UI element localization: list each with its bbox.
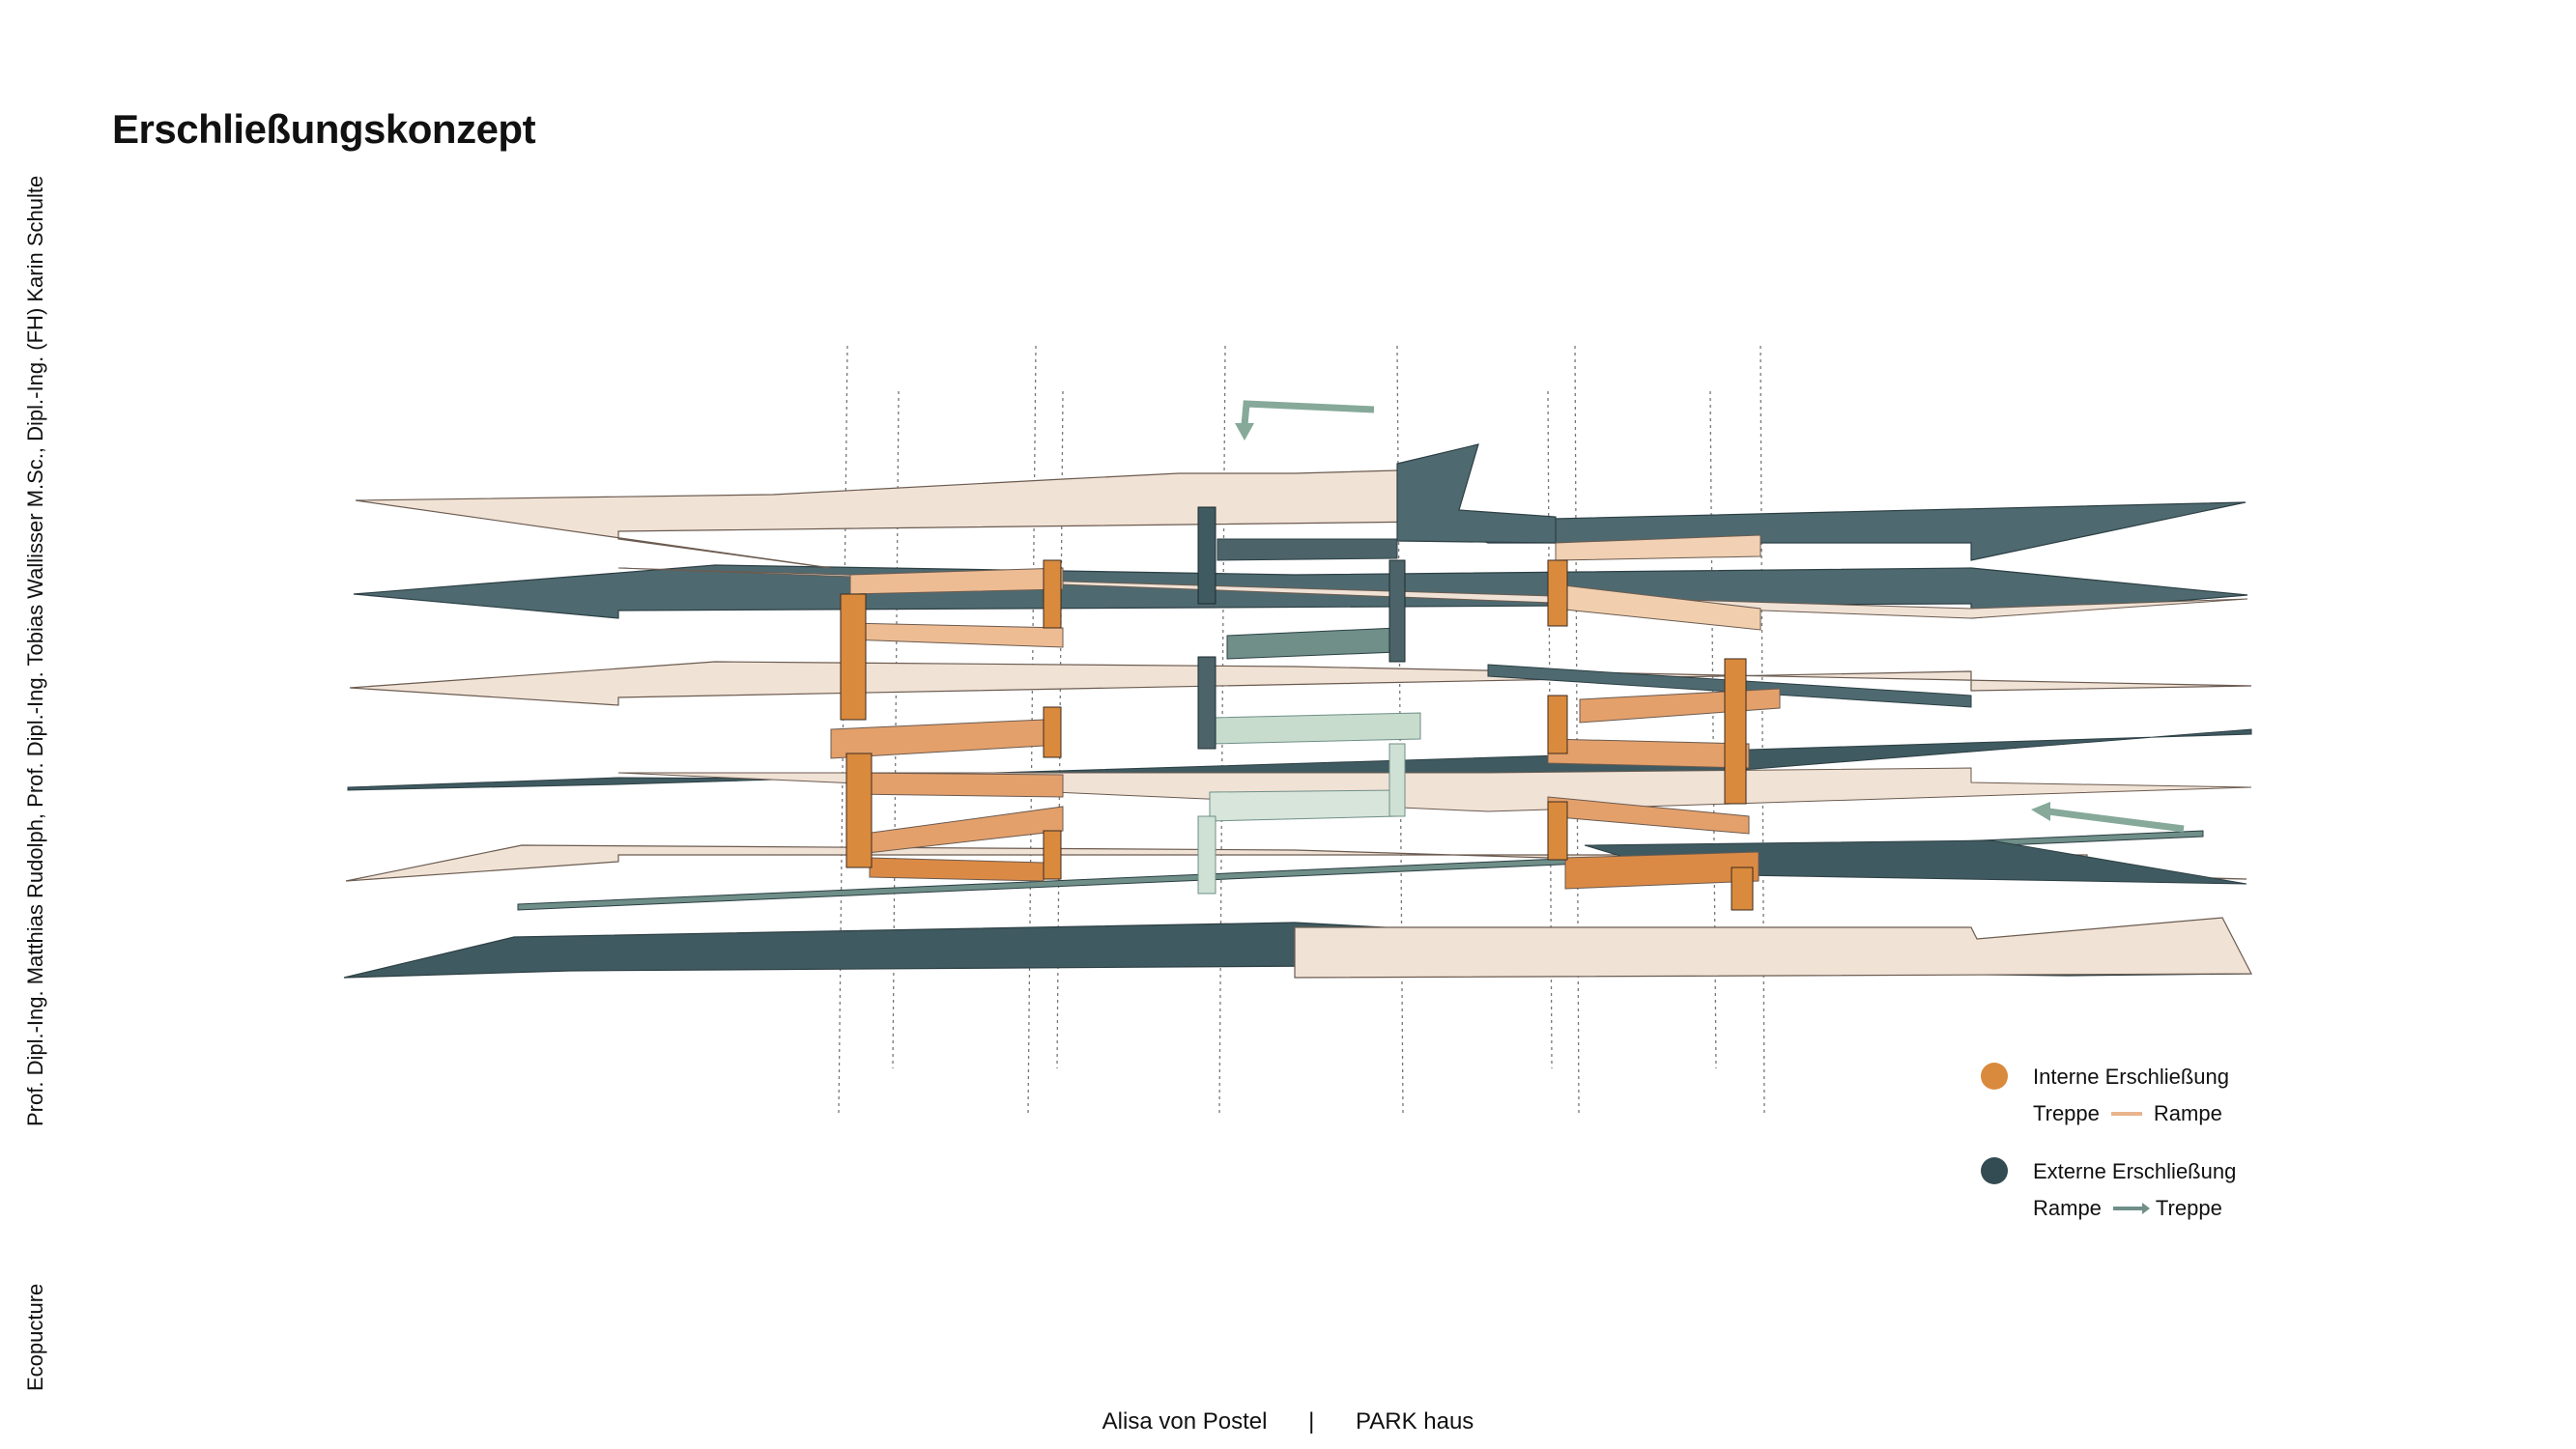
legend-internal: Interne Erschließung Treppe Rampe <box>1981 1063 2271 1157</box>
slab-level-5-dark-peak <box>1396 443 1557 544</box>
external-stair-1 <box>1197 506 1216 605</box>
external-stair-5 <box>1388 743 1406 817</box>
legend: Interne Erschließung Treppe Rampe Extern… <box>1981 1063 2271 1252</box>
external-ramp-mid <box>1209 712 1421 745</box>
external-ramp-mid-upper <box>1226 627 1398 660</box>
legend-internal-right-label: Rampe <box>2153 1101 2222 1125</box>
legend-internal-sub: Treppe Rampe <box>2033 1101 2222 1126</box>
column-line-9 <box>1709 390 1717 1069</box>
internal-ramp-left-6 <box>869 857 1045 882</box>
external-stair-4 <box>1388 559 1406 663</box>
footer-project: PARK haus <box>1356 1408 1474 1435</box>
internal-ramp-right-1 <box>1555 534 1761 561</box>
internal-stair-left-1 <box>840 593 867 721</box>
side-project-name: Ecopucture <box>23 1283 47 1391</box>
side-credits: Prof. Dipl.-Ing. Matthias Rudolph, Prof.… <box>23 175 47 1126</box>
column-line-10 <box>1760 345 1765 1114</box>
legend-internal-title: Interne Erschließung <box>2033 1065 2229 1089</box>
slab-level-0-light <box>1294 917 2252 979</box>
external-ramp-low <box>1209 789 1398 822</box>
external-stair-2 <box>1197 656 1216 750</box>
entry-arrow-right-head <box>2031 802 2050 821</box>
internal-ramp-right-6 <box>1564 851 1760 890</box>
legend-external-sub: Rampe Treppe <box>2033 1196 2222 1221</box>
internal-ramp-right-4 <box>1547 738 1750 769</box>
legend-internal-line-icon <box>2110 1112 2142 1116</box>
internal-stair-right-5 <box>1731 867 1754 911</box>
entry-arrow-right <box>2047 808 2185 833</box>
internal-stair-left-3 <box>1043 559 1062 629</box>
footer-separator: | <box>1308 1408 1315 1435</box>
external-ramp-top <box>1216 538 1398 561</box>
internal-stair-left-5 <box>1043 830 1062 880</box>
legend-internal-left-label: Treppe <box>2033 1101 2100 1125</box>
legend-internal-dot <box>1981 1063 2008 1090</box>
access-concept-diagram <box>343 345 2252 1114</box>
internal-ramp-right-3 <box>1579 688 1781 724</box>
entry-arrow-top <box>1241 400 1375 426</box>
legend-external: Externe Erschließung Rampe Treppe <box>1981 1157 2271 1252</box>
internal-ramp-left-2 <box>849 622 1064 648</box>
internal-ramp-left-4 <box>849 772 1064 798</box>
column-line-7 <box>1574 345 1580 1114</box>
legend-external-dot <box>1981 1157 2008 1184</box>
footer-author: Alisa von Postel <box>1102 1408 1268 1435</box>
internal-stair-left-4 <box>1043 706 1062 758</box>
slab-level-3-light <box>349 661 2252 706</box>
legend-external-right-label: Treppe <box>2155 1196 2222 1220</box>
internal-stair-right-4 <box>1724 658 1747 805</box>
internal-stair-left-2 <box>845 753 873 868</box>
footer: Alisa von Postel | PARK haus <box>0 1408 2576 1435</box>
legend-external-title: Externe Erschließung <box>2033 1159 2237 1183</box>
external-core <box>1197 506 1421 895</box>
internal-ramp-left-3 <box>830 719 1045 759</box>
internal-stair-right-3 <box>1547 801 1568 861</box>
internal-ramp-left-1 <box>849 567 1064 595</box>
internal-stairs <box>840 559 1754 911</box>
entry-arrow-top-head <box>1235 423 1254 440</box>
entry-arrows <box>1235 400 2185 833</box>
legend-external-left-label: Rampe <box>2033 1196 2102 1220</box>
legend-external-arrow-icon <box>2112 1203 2150 1214</box>
internal-ramps-right <box>1547 534 1781 890</box>
page-title: Erschließungskonzept <box>112 106 536 152</box>
internal-stair-right-2 <box>1547 695 1568 754</box>
internal-stair-right-1 <box>1547 559 1568 627</box>
internal-ramps-left <box>830 567 1064 882</box>
external-stair-3 <box>1197 815 1216 895</box>
